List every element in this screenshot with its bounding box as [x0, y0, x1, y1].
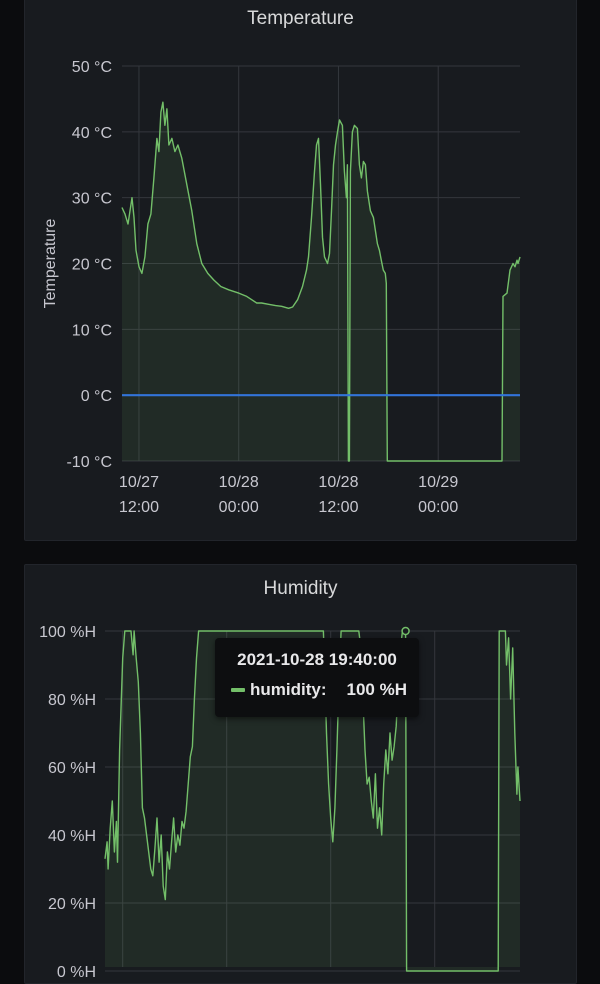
y-tick-label: 100 %H	[39, 624, 96, 641]
y-tick-label: 80 %H	[48, 692, 96, 709]
series-line	[121, 101, 521, 462]
hover-tooltip: 2021-10-28 19:40:00 humidity: 100 %H	[215, 638, 419, 717]
x-tick-label: 10/27	[119, 474, 159, 491]
x-tick-label: 00:00	[219, 499, 259, 516]
series-color-swatch	[231, 688, 245, 692]
y-tick-label: 0 °C	[81, 388, 112, 405]
tooltip-row: humidity: 100 %H	[231, 680, 409, 700]
y-tick-label: 10 °C	[72, 322, 112, 339]
temperature-panel: Temperature	[24, 0, 577, 541]
panel-title[interactable]: Humidity	[263, 578, 338, 599]
x-tick-label: 10/28	[219, 474, 259, 491]
x-tick-label: 10/29	[418, 474, 458, 491]
x-tick-label: 00:00	[418, 499, 458, 516]
y-tick-label: 20 %H	[48, 896, 96, 913]
y-tick-label: 50 °C	[72, 59, 112, 76]
tooltip-series-name: humidity:	[250, 680, 327, 699]
panel-title[interactable]: Temperature	[247, 8, 354, 29]
series-area	[105, 631, 520, 971]
x-tick-label: 12:00	[119, 499, 159, 516]
x-tick-label: 10/28	[318, 474, 358, 491]
y-tick-label: 40 %H	[48, 828, 96, 845]
temperature-chart: 50 °C 40 °C 30 °C 20 °C 10 °C 0 °C -10 °C 10/27…	[42, 59, 521, 516]
y-tick-label: 30 °C	[72, 191, 112, 208]
tooltip-value: 100 %H	[346, 680, 407, 699]
tooltip-time: 2021-10-28 19:40:00	[237, 650, 397, 669]
series-area	[122, 102, 520, 461]
y-axis-label: Temperature	[42, 218, 59, 308]
y-tick-label: 40 °C	[72, 125, 112, 142]
y-tick-label: 20 °C	[72, 257, 112, 274]
x-tick-label: 12:00	[318, 499, 358, 516]
y-tick-label: -10 °C	[66, 454, 112, 471]
humidity-panel: Humidity	[24, 564, 577, 984]
hover-point	[401, 626, 410, 636]
y-tick-label: 60 %H	[48, 760, 96, 777]
